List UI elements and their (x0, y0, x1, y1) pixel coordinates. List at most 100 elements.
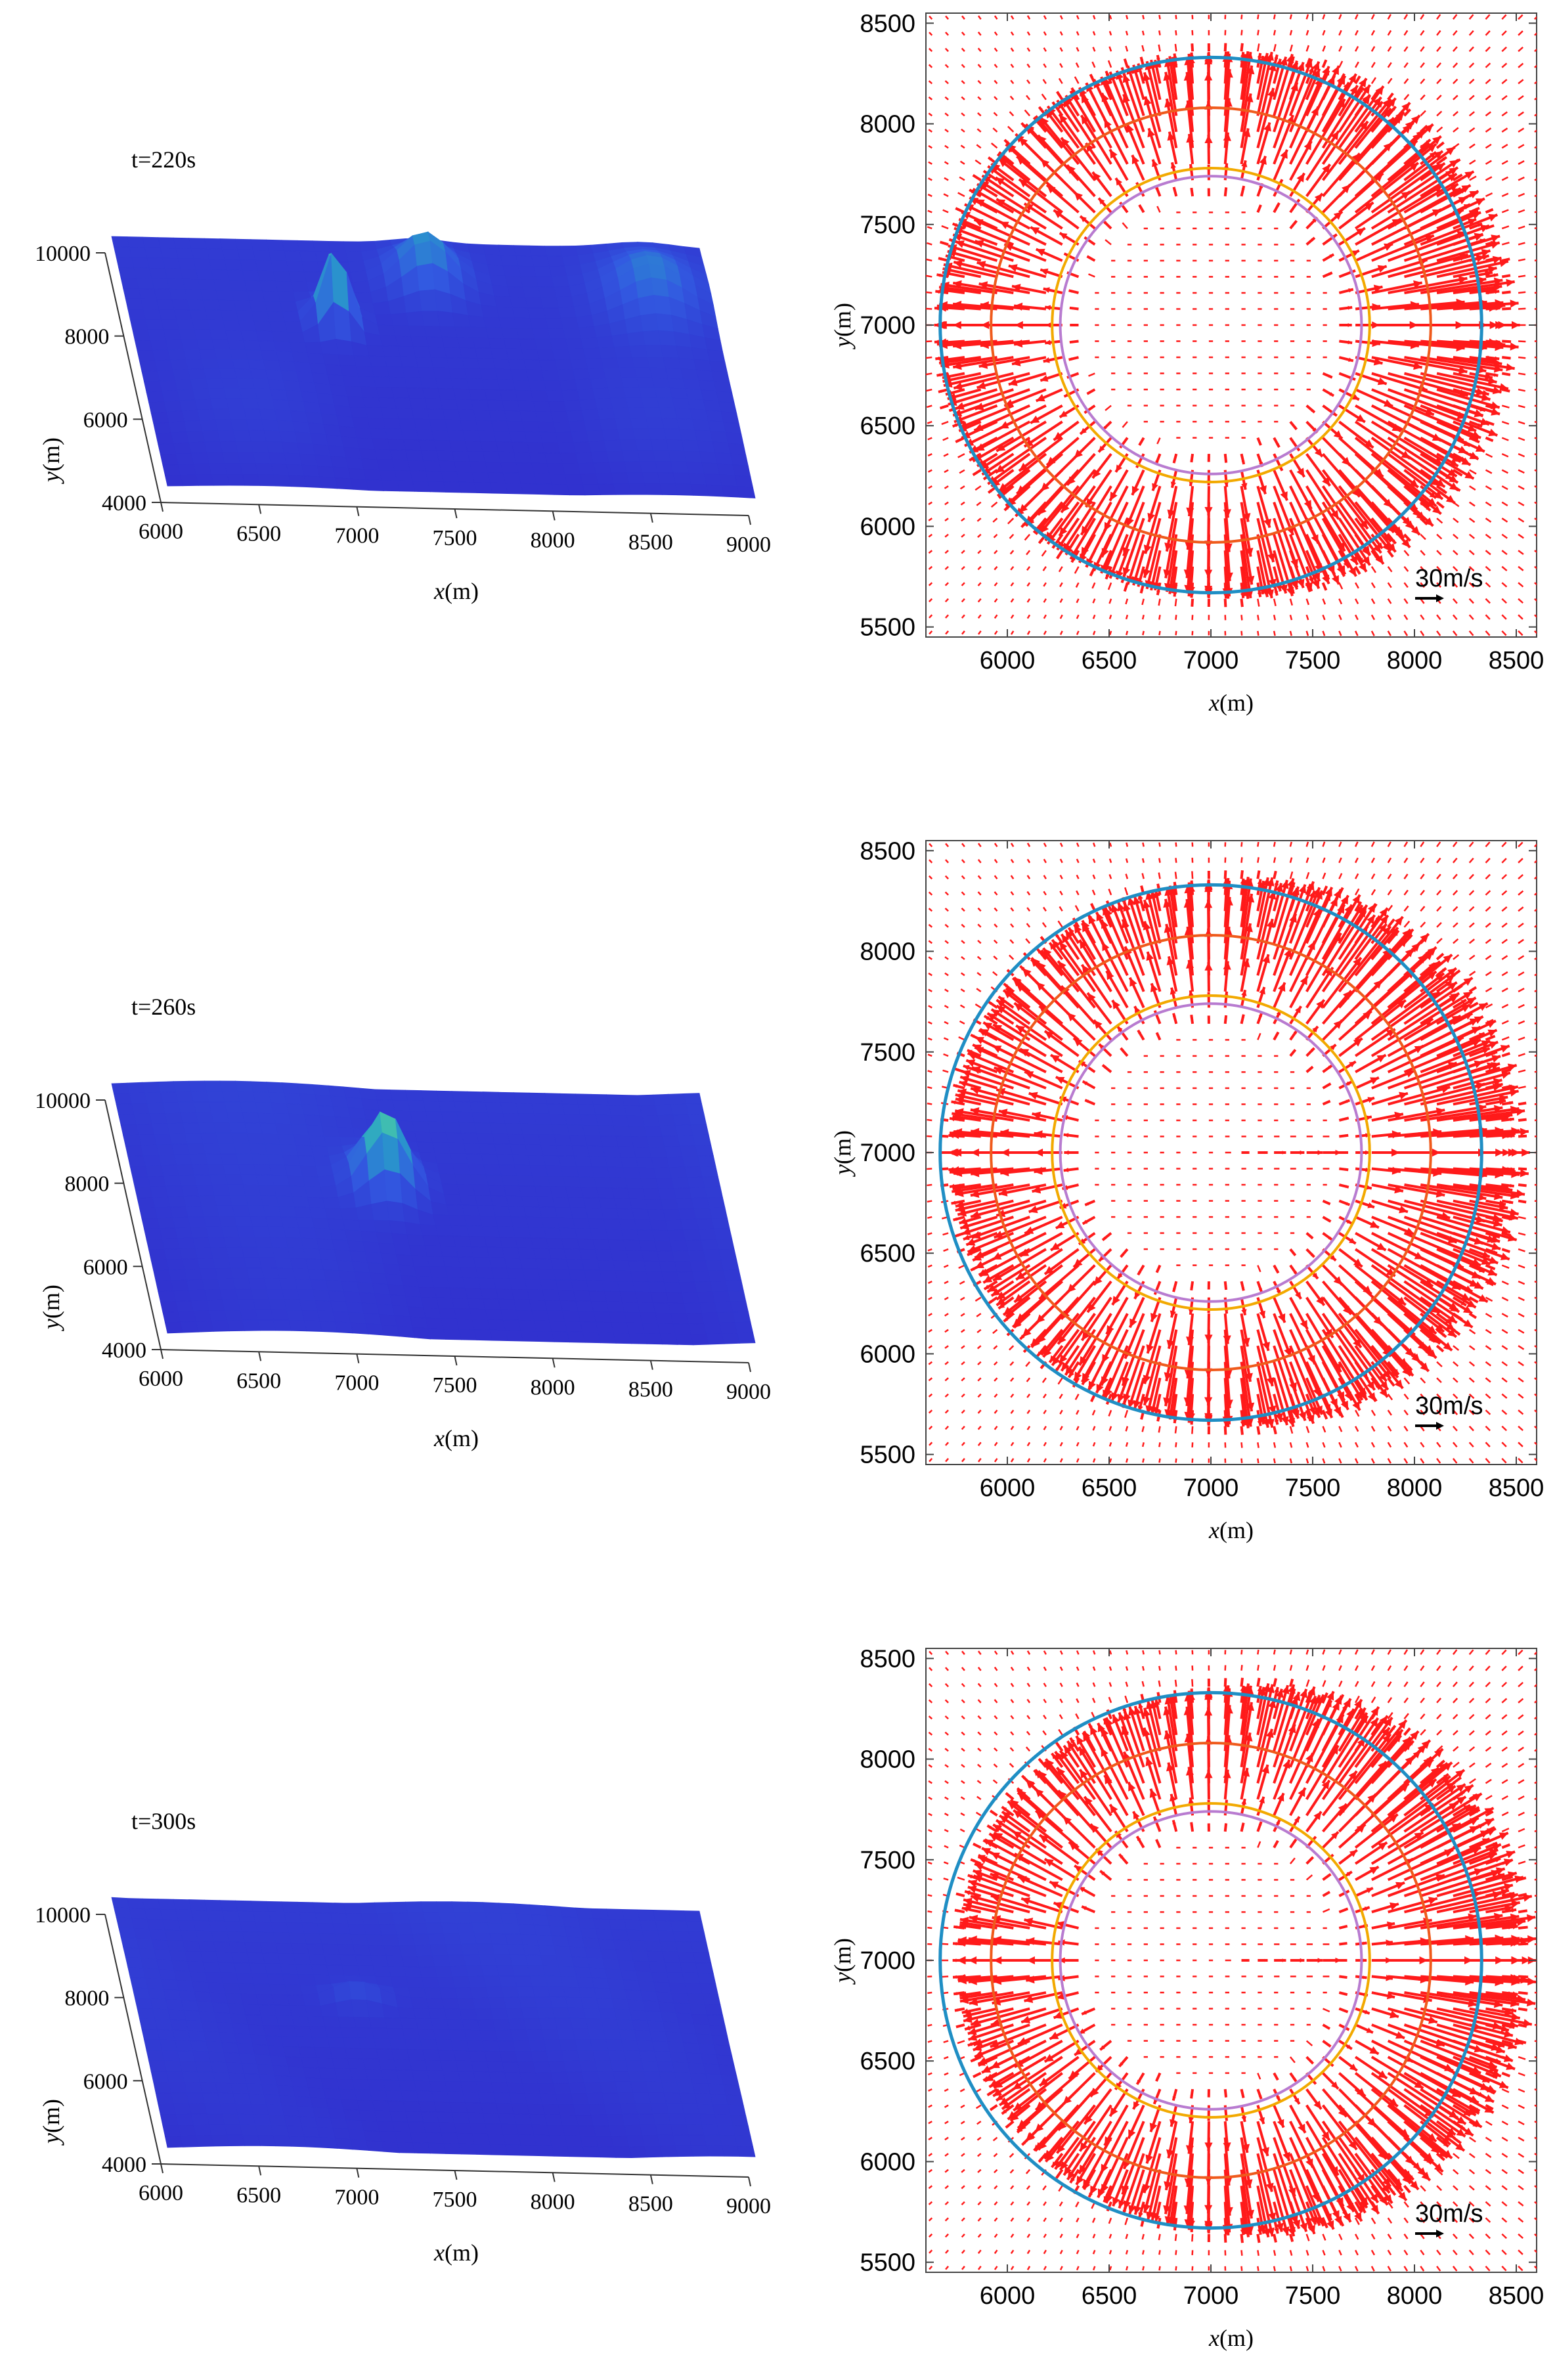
vector-y-tick: 6000 (860, 513, 915, 540)
velocity-arrow (1175, 872, 1176, 879)
velocity-arrow (928, 2009, 932, 2010)
velocity-arrow (1159, 615, 1160, 619)
velocity-arrow (1535, 292, 1542, 293)
vector-x-label: x(m) (1208, 1517, 1254, 1543)
velocity-arrow (1159, 30, 1160, 35)
velocity-arrow (1159, 1442, 1160, 1447)
surface-mesh (112, 1081, 755, 1345)
velocity-arrow (928, 1911, 932, 1912)
surface-x-label: x(m) (433, 578, 479, 604)
velocity-arrow (1274, 842, 1275, 847)
velocity-arrow (1143, 858, 1144, 863)
surface-y-tick: 4000 (102, 2153, 146, 2177)
velocity-arrow (1175, 44, 1176, 51)
surface-y-tick: 6000 (83, 408, 128, 432)
surface-y-tick: 8000 (64, 1987, 109, 2011)
vector-y-tick: 7000 (860, 312, 915, 340)
velocity-arrow (1126, 615, 1128, 619)
time-label-1: t=220s (131, 146, 196, 173)
velocity-arrow (1159, 15, 1160, 19)
vector-y-tick: 7000 (860, 1139, 915, 1167)
velocity-arrow (942, 1944, 948, 1945)
surface-x-tick: 7500 (433, 526, 477, 550)
surface-x-label: x(m) (433, 2239, 479, 2266)
surface-x-tick: 7000 (334, 2186, 379, 2210)
surface-y-label: y(m) (38, 1285, 64, 1331)
velocity-arrow (1274, 30, 1275, 35)
velocity-arrow (1159, 1426, 1160, 1433)
time-label-2: t=260s (131, 993, 196, 1021)
velocity-arrow (1159, 843, 1160, 847)
velocity-arrow (1159, 631, 1160, 635)
surface-x-tick: 9000 (726, 1380, 771, 1404)
velocity-arrow (1143, 1442, 1144, 1447)
vector-y-tick: 7500 (860, 211, 915, 239)
surface-mesh (112, 232, 755, 498)
velocity-arrow (1126, 858, 1128, 862)
velocity-arrow (1535, 1201, 1542, 1202)
velocity-arrow (1274, 631, 1275, 636)
velocity-arrow (1274, 1442, 1275, 1447)
velocity-arrow (1175, 615, 1176, 620)
surface-x-tick: 8000 (531, 1375, 575, 1399)
velocity-arrow (1126, 631, 1128, 635)
surface-x-tick: 7500 (433, 2188, 477, 2212)
velocity-arrow (1126, 843, 1128, 847)
surface-y-label: y(m) (38, 437, 64, 484)
velocity-arrow (1175, 1442, 1176, 1447)
vector-x-label: x(m) (1208, 690, 1254, 716)
velocity-arrow (1535, 1169, 1542, 1170)
velocity-arrow (1143, 615, 1144, 619)
vector-x-tick: 8000 (1387, 647, 1443, 674)
velocity-arrow (1192, 1426, 1193, 1434)
velocity-arrow (1175, 1426, 1176, 1434)
surface-x-tick: 8500 (628, 2192, 673, 2216)
velocity-arrow (1192, 871, 1193, 879)
velocity-arrow (1143, 31, 1144, 35)
vector-y-tick: 6500 (860, 412, 915, 440)
surface-x-tick: 7500 (433, 1373, 477, 1398)
vector-y-label: y(m) (829, 303, 856, 349)
surface-x-tick: 7000 (334, 524, 379, 548)
velocity-arrow (1535, 374, 1542, 375)
velocity-arrow (1535, 276, 1542, 277)
velocity-arrow (1518, 292, 1525, 293)
vector-x-tick: 7000 (1183, 1474, 1239, 1502)
surface-y-label: y(m) (38, 2099, 64, 2146)
surface-x-tick: 9000 (726, 533, 771, 557)
vector-x-tick: 7000 (1183, 647, 1239, 674)
velocity-arrow (1176, 843, 1177, 847)
vector-y-tick: 6500 (860, 1240, 915, 1267)
velocity-arrow (1274, 857, 1275, 862)
velocity-arrow (1175, 30, 1176, 35)
surface-x-tick: 6000 (139, 2181, 183, 2205)
vector-y-tick: 8000 (860, 111, 915, 139)
velocity-arrow (1126, 15, 1128, 19)
velocity-arrow (928, 1879, 932, 1880)
surface-x-tick: 6000 (139, 519, 183, 544)
surface-x-label: x(m) (433, 1425, 479, 1451)
velocity-arrow (925, 292, 932, 293)
velocity-arrow (1175, 599, 1176, 606)
velocity-arrow (1274, 14, 1275, 19)
surface-y-tick: 10000 (35, 1089, 91, 1113)
vector-x-tick: 7500 (1285, 647, 1341, 674)
velocity-arrow (1274, 1459, 1275, 1463)
velocity-arrow (1126, 1442, 1128, 1446)
vector-y-tick: 8000 (860, 938, 915, 966)
velocity-arrow (1176, 15, 1177, 19)
velocity-arrow (927, 1087, 932, 1088)
velocity-arrow (1518, 276, 1525, 277)
surface-x-tick: 8500 (628, 531, 673, 555)
surface-y-tick: 6000 (83, 1255, 128, 1279)
surface-y-tick: 4000 (102, 491, 146, 516)
vector-y-tick: 6000 (860, 1340, 915, 1368)
velocity-arrow (1176, 631, 1177, 635)
